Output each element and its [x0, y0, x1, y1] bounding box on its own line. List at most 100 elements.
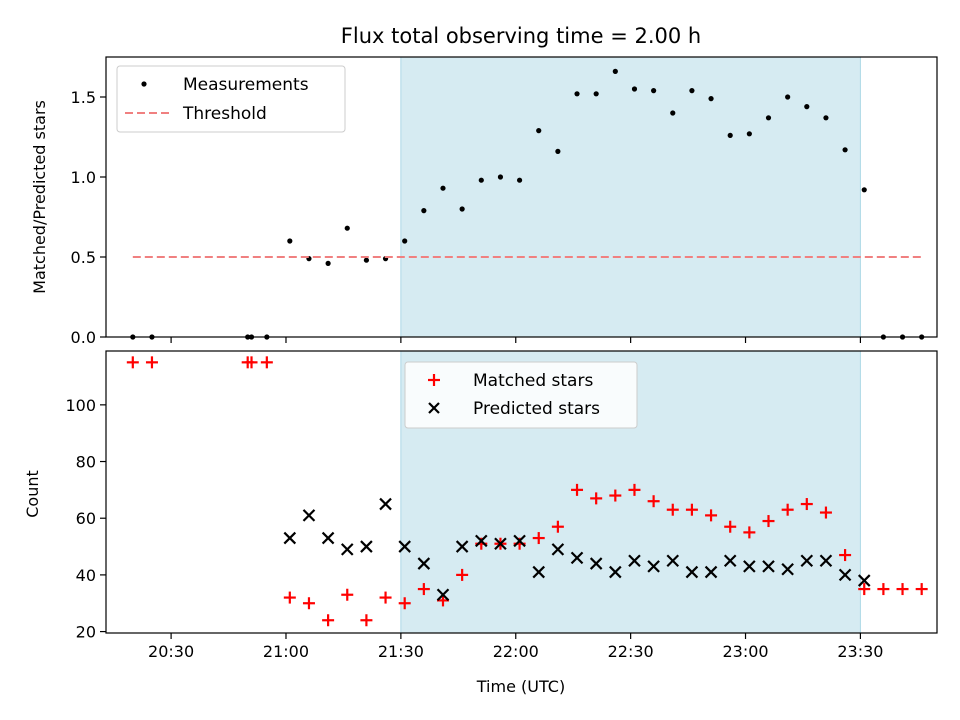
predicted-stars-point [819, 554, 833, 568]
matched-stars-point [379, 591, 392, 604]
predicted-stars-point [436, 588, 450, 602]
matched-stars-point [743, 526, 756, 539]
legend-marker-matched-stars [428, 374, 440, 386]
measurements-point [861, 187, 867, 193]
matched-stars-point [877, 583, 890, 596]
bottom-y-tick-label: 40 [76, 566, 96, 585]
legend-label-matched-stars: Matched stars [473, 371, 593, 391]
measurements-point [785, 94, 791, 100]
matched-stars-point [800, 498, 813, 511]
legend-marker-predicted-stars [428, 402, 440, 414]
matched-stars-point [417, 583, 430, 596]
measurements-point [823, 115, 829, 121]
predicted-stars-point [360, 540, 373, 553]
matched-stars-point [398, 597, 411, 610]
predicted-stars-point [647, 560, 660, 573]
matched-stars-point [839, 549, 852, 562]
top-y-axis-label: Matched/Predicted stars [30, 100, 49, 294]
top-y-tick-label: 1.0 [71, 168, 96, 187]
measurements-point [746, 131, 752, 137]
measurements-point [421, 208, 427, 214]
measurements-point [574, 91, 580, 97]
matched-stars-point [685, 503, 698, 516]
predicted-stars-point [685, 565, 699, 579]
predicted-stars-point [340, 543, 354, 556]
matched-stars-point [283, 591, 296, 604]
top-chart-title: Flux total observing time = 2.00 h [341, 24, 701, 48]
matched-stars-point [590, 492, 603, 505]
measurements-point [440, 185, 446, 191]
matched-stars-point [647, 495, 660, 508]
x-tick-label: 21:00 [263, 642, 309, 661]
matched-stars-point [724, 520, 737, 533]
measurements-point [842, 147, 848, 153]
matched-stars-point [456, 568, 469, 581]
predicted-stars-point [321, 531, 335, 545]
matched-stars-point [762, 515, 775, 528]
matched-stars-point [571, 483, 584, 496]
measurements-point [804, 104, 810, 110]
predicted-stars-point [398, 540, 411, 553]
predicted-stars-point [857, 574, 871, 587]
matched-stars-point [302, 597, 315, 610]
x-tick-label: 20:30 [148, 642, 194, 661]
x-tick-label: 22:00 [493, 642, 539, 661]
x-tick-label: 21:30 [378, 642, 424, 661]
bottom-y-tick-label: 100 [65, 396, 96, 415]
bottom-y-tick-label: 80 [76, 453, 96, 472]
legend-label-measurements: Measurements [183, 75, 309, 95]
predicted-stars-point [513, 534, 526, 548]
measurements-point [497, 174, 504, 180]
predicted-stars-point [838, 568, 852, 582]
top-observing-span [400, 56, 861, 338]
measurements-point [612, 68, 618, 74]
measurements-point [727, 132, 733, 138]
measurements-point [555, 148, 561, 154]
matched-stars-point [609, 489, 622, 502]
bottom-y-tick-label: 20 [76, 623, 96, 642]
predicted-stars-point [666, 554, 680, 568]
measurements-point [287, 238, 293, 244]
predicted-stars-point [570, 551, 584, 565]
measurements-point [765, 115, 772, 121]
measurements-point [670, 110, 676, 116]
top-y-tick-label: 0.0 [71, 328, 96, 347]
predicted-stars-point [417, 557, 431, 570]
bottom-legend-box [404, 361, 638, 429]
top-y-tick-label: 0.5 [71, 248, 96, 267]
measurements-point [344, 225, 350, 231]
measurements-point [651, 88, 657, 94]
matched-stars-point [915, 583, 928, 596]
matched-stars-point [551, 520, 564, 533]
top-legend: Measurements Threshold [116, 65, 346, 133]
predicted-stars-point [762, 560, 775, 573]
measurements-point [631, 86, 638, 92]
matched-stars-point [858, 583, 871, 596]
matched-stars-point [781, 503, 794, 516]
matched-stars-point [532, 532, 545, 545]
measurements-point [459, 206, 465, 212]
matched-stars-point [360, 614, 373, 627]
measurements-point [516, 177, 523, 183]
measurements-point [402, 238, 408, 244]
predicted-stars-point [781, 562, 794, 576]
predicted-stars-point [589, 557, 603, 570]
measurements-point [708, 96, 714, 102]
matched-stars-point [126, 356, 139, 369]
top-y-tick-label: 1.5 [71, 88, 96, 107]
x-tick-label: 22:30 [608, 642, 654, 661]
top-panel: 0.0 0.5 1.0 1.5 [71, 56, 938, 347]
predicted-stars-point [723, 554, 737, 568]
legend-label-threshold: Threshold [182, 104, 267, 124]
predicted-stars-point [283, 531, 297, 545]
measurements-point [593, 91, 599, 97]
predicted-stars-point [628, 554, 641, 568]
matched-stars-point [819, 506, 832, 519]
legend-marker-measurements [141, 81, 147, 87]
predicted-stars-point [551, 543, 565, 556]
matched-stars-point [666, 503, 679, 516]
matched-stars-point [896, 583, 909, 596]
predicted-stars-point [475, 534, 488, 548]
top-axes-frame [105, 56, 938, 338]
matched-stars-point [245, 356, 258, 369]
